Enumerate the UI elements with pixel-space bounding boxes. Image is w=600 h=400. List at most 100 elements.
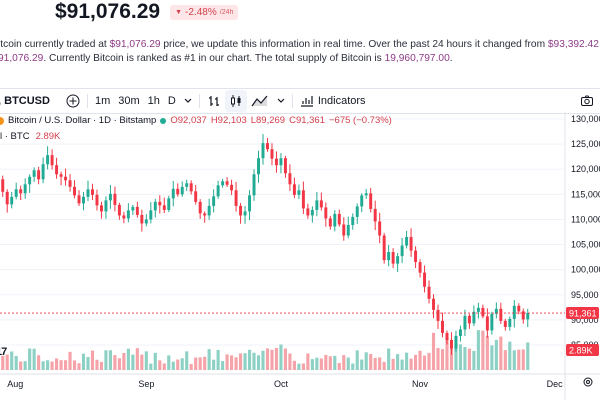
volume-bar [50, 361, 54, 370]
indicators-label: Indicators [317, 95, 366, 107]
area-style-icon[interactable] [247, 90, 273, 112]
candle [427, 280, 431, 304]
candle [216, 180, 220, 199]
indicators-icon [300, 96, 313, 107]
interval-30m[interactable]: 30m [118, 95, 140, 107]
candle [261, 134, 265, 165]
candle [423, 265, 427, 293]
bar-style-icon[interactable] [203, 90, 225, 112]
volume-bar [342, 355, 346, 370]
price-tick-label: 100,000 [571, 265, 600, 275]
volume-bar [252, 352, 256, 370]
candle [449, 332, 453, 355]
volume-bar [310, 359, 314, 370]
volume-bar [355, 350, 359, 370]
candle [292, 177, 296, 199]
volume-bar [360, 359, 364, 370]
volume-bar [328, 356, 332, 370]
chart-toolbar: , BTCUSD 1m 30m 1h D Indicators [0, 88, 600, 114]
price-tick-label: 90,000 [571, 315, 599, 325]
volume-bar [476, 330, 480, 370]
interval-1h[interactable]: 1h [147, 95, 160, 107]
volume-bar [431, 332, 436, 370]
candle [86, 180, 90, 202]
volume-bar [135, 348, 139, 370]
candle [346, 216, 350, 239]
volume-bar [131, 354, 135, 370]
candle [328, 215, 332, 230]
volume-bar [185, 351, 189, 370]
candle [387, 244, 391, 267]
candle [396, 252, 400, 273]
volume-bar [503, 350, 507, 370]
volume-bar [225, 354, 229, 370]
grid [0, 118, 565, 346]
volume-bar [5, 354, 9, 370]
settings-gear-icon[interactable] [583, 377, 593, 387]
volume-bar [95, 359, 99, 370]
volume-bar [378, 357, 382, 370]
candle [162, 197, 166, 214]
time-tick-label: Dec [547, 379, 564, 389]
candle [203, 211, 207, 223]
price-chart[interactable]: 130,000 125,000 120,000 115,000 110,000 105,0… [0, 112, 600, 400]
volume-bar [149, 363, 153, 370]
interval-1m[interactable]: 1m [94, 95, 111, 107]
candle [221, 178, 225, 188]
candle [55, 157, 59, 179]
candle [41, 157, 45, 184]
interval-dropdown-chevron-icon[interactable] [180, 90, 196, 112]
interval-d[interactable]: D [167, 95, 176, 107]
symbol-search[interactable]: , BTCUSD [0, 90, 54, 112]
volume-bar [203, 356, 207, 370]
candle [90, 183, 94, 200]
compare-add-icon[interactable] [62, 90, 84, 112]
volume-bar [409, 358, 413, 370]
style-dropdown-chevron-icon[interactable] [273, 90, 289, 112]
legend-high: H92,103 [210, 115, 247, 126]
volume-bar [324, 354, 328, 370]
change-percent: -2.48% [185, 6, 217, 18]
desc-supply: 19,960,797.00 [384, 52, 450, 64]
down-triangle-icon: ▼ [175, 8, 183, 16]
candle [99, 201, 103, 219]
candle [108, 185, 112, 209]
candle [50, 149, 54, 170]
tradingview-logo[interactable]: 17 [0, 346, 7, 358]
volume-bar [256, 355, 261, 370]
volume-bar [28, 348, 32, 370]
volume-bar [104, 350, 108, 370]
volume-bar [144, 351, 148, 370]
candle [310, 206, 314, 223]
volume-bar [346, 357, 350, 370]
volume-bar [463, 347, 467, 370]
toolbar-divider [198, 94, 200, 108]
volume-bar [405, 352, 409, 370]
candle [297, 184, 301, 200]
volume-bar [373, 357, 377, 370]
legend-low: L89,269 [250, 115, 286, 126]
volume-bar [499, 336, 503, 370]
candle [257, 150, 260, 183]
volume-bar [180, 358, 184, 370]
volume-bar [288, 353, 292, 370]
candle [476, 302, 480, 319]
candles-style-icon[interactable] [224, 90, 247, 112]
candle [113, 186, 117, 212]
candle [153, 198, 157, 218]
time-tick-label: Oct [274, 379, 289, 389]
candle [279, 153, 283, 174]
volume-bar [279, 344, 283, 370]
candle [37, 166, 41, 185]
volume-label: l · BTC [0, 131, 30, 142]
candle [185, 179, 189, 191]
camera-icon[interactable] [576, 90, 598, 112]
volume-legend: l · BTC 2.89K [0, 131, 60, 142]
candle [131, 204, 135, 215]
volume-bar [396, 354, 400, 370]
desc-price-now: $91,076.29 [109, 39, 161, 50]
volume-bar [72, 360, 77, 370]
volume-bar [391, 358, 395, 370]
indicators-button[interactable]: Indicators [296, 90, 370, 112]
volume-bar [122, 353, 126, 370]
